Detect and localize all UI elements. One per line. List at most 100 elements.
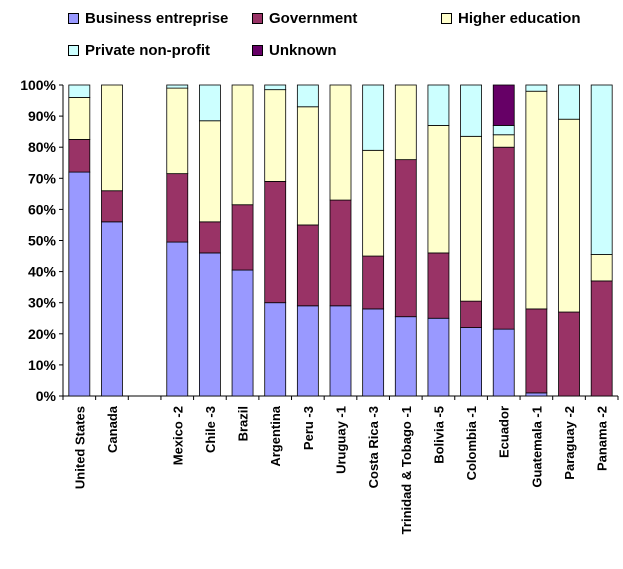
- bar-segment: [492, 146, 515, 330]
- legend-swatch-higher-education: [441, 13, 452, 24]
- bar-segment: [558, 84, 580, 120]
- legend-item-higher-education: Higher education: [441, 10, 581, 27]
- legend-swatch-private-non-profit: [68, 45, 79, 56]
- legend-label-unknown: Unknown: [269, 42, 337, 59]
- x-tick-label: Trinidad & Tobago -1: [399, 406, 414, 534]
- x-tick-label: Ecuador: [497, 406, 512, 458]
- bar-segment: [101, 84, 123, 192]
- legend-item-private-non-profit: Private non-profit: [68, 42, 210, 59]
- bar-segment: [427, 252, 450, 319]
- y-tick-label: 60%: [28, 201, 57, 217]
- bar-segment: [362, 255, 385, 310]
- x-tick-label: Chile -3: [203, 406, 218, 453]
- bar-segment: [296, 84, 319, 108]
- legend-swatch-business: [68, 13, 79, 24]
- x-tick-label: Peru -3: [301, 406, 316, 450]
- bar-segment: [525, 392, 548, 397]
- bar-segment: [394, 316, 417, 397]
- bar-segment: [68, 84, 91, 98]
- bar-segment: [166, 84, 189, 89]
- bar-segment: [199, 84, 221, 122]
- bar-segment: [492, 125, 515, 136]
- legend-label-private-non-profit: Private non-profit: [85, 42, 211, 59]
- bar-segment: [264, 89, 287, 182]
- bar-segment: [166, 173, 189, 243]
- x-tick-label: Mexico -2: [170, 406, 185, 465]
- bar-segment: [394, 159, 417, 318]
- x-tick-label: Panama -2: [595, 406, 610, 471]
- bar-segment: [492, 134, 515, 148]
- bar-segment: [460, 135, 482, 302]
- y-tick-label: 50%: [28, 233, 57, 249]
- bar-segment: [362, 149, 385, 257]
- bar-segment: [329, 84, 352, 201]
- bar-segment: [199, 221, 221, 254]
- x-tick-label: Argentina: [268, 405, 283, 466]
- bar-segment: [427, 317, 450, 397]
- bar-segment: [460, 84, 482, 137]
- x-tick-label: Brazil: [236, 406, 251, 441]
- bar-segment: [166, 87, 189, 175]
- y-tick-label: 70%: [28, 170, 57, 186]
- chart-legend: Business entreprise Government Higher ed…: [0, 0, 623, 80]
- bar-segment: [362, 308, 385, 397]
- legend-item-government: Government: [252, 10, 357, 27]
- bar-segment: [525, 84, 548, 92]
- y-tick-label: 10%: [28, 357, 57, 373]
- bar-segment: [296, 106, 319, 226]
- bar-segment: [492, 84, 515, 126]
- y-tick-label: 90%: [28, 108, 57, 124]
- bar-segment: [590, 280, 613, 397]
- bar-segment: [199, 252, 221, 397]
- legend-swatch-government: [252, 13, 263, 24]
- bar-segment: [296, 224, 319, 307]
- bar-segment: [427, 84, 450, 126]
- bar-segment: [166, 241, 189, 397]
- bar-segment: [460, 327, 482, 397]
- y-tick-label: 100%: [20, 77, 56, 93]
- bar-segment: [329, 199, 352, 307]
- x-tick-label: Guatemala -1: [529, 406, 544, 488]
- bar-segment: [199, 120, 221, 223]
- x-tick-label: Canada: [105, 405, 120, 453]
- bar-segment: [101, 190, 123, 223]
- bar-segment: [525, 308, 548, 394]
- y-tick-label: 40%: [28, 264, 57, 280]
- legend-item-business: Business entreprise: [68, 10, 228, 27]
- bar-segment: [427, 125, 450, 254]
- legend-label-government: Government: [269, 10, 358, 27]
- bar-segment: [231, 204, 254, 271]
- bar-segment: [68, 139, 91, 173]
- bar-segment: [590, 254, 613, 282]
- bar-segment: [264, 302, 287, 397]
- legend-swatch-unknown: [252, 45, 263, 56]
- bar-segment: [68, 97, 91, 140]
- bar-segment: [296, 305, 319, 397]
- bar-segment: [101, 221, 123, 397]
- y-tick-label: 30%: [28, 295, 57, 311]
- bar-segment: [525, 90, 548, 310]
- bar-segment: [460, 300, 482, 328]
- x-tick-label: United States: [72, 406, 87, 489]
- x-tick-label: Costa Rica -3: [366, 406, 381, 488]
- bar-segment: [264, 84, 287, 91]
- bar-segment: [394, 84, 417, 161]
- legend-label-business: Business entreprise: [85, 10, 229, 27]
- bar-segment: [329, 305, 352, 397]
- bar-segment: [264, 181, 287, 304]
- y-tick-label: 20%: [28, 326, 57, 342]
- x-tick-label: Uruguay -1: [334, 406, 349, 474]
- bar-segment: [492, 328, 515, 397]
- legend-item-unknown: Unknown: [252, 42, 337, 59]
- bar-segment: [558, 311, 580, 397]
- x-tick-label: Colombia -1: [464, 406, 479, 480]
- bar-segment: [558, 118, 580, 313]
- x-tick-label: Paraguay -2: [562, 406, 577, 480]
- x-tick-label: Bolivia -5: [431, 406, 446, 464]
- y-tick-label: 80%: [28, 139, 57, 155]
- bar-segment: [590, 84, 613, 255]
- bar-segment: [231, 269, 254, 397]
- legend-label-higher-education: Higher education: [458, 10, 581, 27]
- bar-segment: [68, 171, 91, 397]
